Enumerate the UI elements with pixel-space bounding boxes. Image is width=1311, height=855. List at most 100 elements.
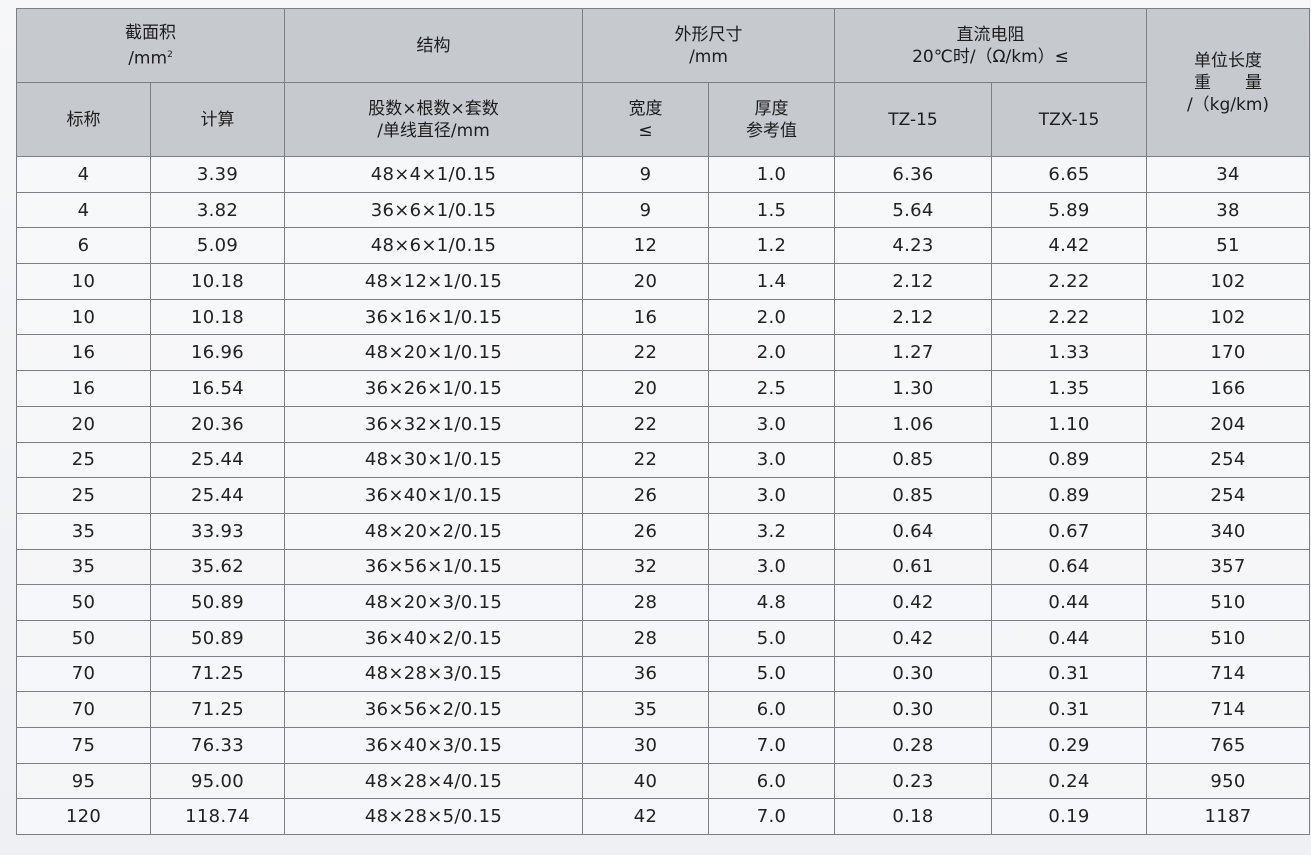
calculated-cell: 50.89: [150, 619, 285, 657]
weight-cell: 254: [1146, 441, 1311, 479]
weight-cell: 950: [1146, 762, 1311, 800]
table-row: 70 71.25 36×56×2/0.15 35 6.0 0.30 0.31 714: [16, 691, 1311, 728]
width-cell: 20: [582, 370, 709, 407]
tzx15-resistance-cell: 0.89: [990, 477, 1148, 514]
table-row: 120 118.74 48×28×5/0.15 42 7.0 0.18 0.19 1187: [16, 798, 1311, 836]
tzx15-resistance-cell: 5.89: [990, 191, 1148, 229]
table-row: 75 76.33 36×40×3/0.15 30 7.0 0.28 0.29 765: [16, 727, 1311, 764]
tzx15-resistance-cell: 4.42: [990, 227, 1148, 265]
thickness-cell: 2.0: [708, 334, 835, 372]
weight-cell: 714: [1146, 691, 1311, 728]
tz15-resistance-cell: 0.64: [834, 512, 992, 550]
tz15-resistance-cell: 0.18: [834, 798, 992, 836]
header-dc-resistance: 直流电阻 20℃时/（Ω/km）≤: [833, 8, 1148, 83]
width-cell: 26: [582, 477, 709, 514]
table-row: 10 10.18 36×16×1/0.15 16 2.0 2.12 2.22 102: [16, 298, 1311, 336]
calculated-cell: 35.62: [150, 548, 285, 586]
weight-cell: 1187: [1146, 798, 1311, 836]
tzx15-resistance-cell: 2.22: [990, 263, 1148, 300]
tz15-resistance-cell: 0.85: [834, 441, 992, 479]
nominal-cell: 50: [16, 619, 151, 657]
structure-cell: 48×20×1/0.15: [284, 334, 583, 372]
tz15-resistance-cell: 6.36: [834, 156, 992, 193]
header-structure-detail: 股数×根数×套数 /单线直径/mm: [284, 82, 583, 157]
nominal-cell: 4: [16, 156, 151, 193]
width-cell: 30: [582, 727, 709, 764]
thickness-cell: 5.0: [708, 619, 835, 657]
structure-cell: 48×4×1/0.15: [284, 156, 583, 193]
calculated-cell: 71.25: [150, 691, 285, 728]
thickness-cell: 2.5: [708, 370, 835, 407]
unit-weight-line2: 重 量: [1194, 72, 1263, 93]
tz15-resistance-cell: 1.30: [834, 370, 992, 407]
dc-resistance-condition: 20℃时/（Ω/km）≤: [912, 46, 1069, 67]
calculated-cell: 71.25: [150, 655, 285, 693]
tz15-resistance-cell: 1.27: [834, 334, 992, 372]
structure-cell: 48×28×3/0.15: [284, 655, 583, 693]
tzx15-resistance-cell: 0.19: [990, 798, 1148, 836]
weight-cell: 102: [1146, 298, 1311, 336]
calculated-cell: 33.93: [150, 512, 285, 550]
structure-detail-line1: 股数×根数×套数: [368, 98, 499, 119]
structure-label: 结构: [416, 35, 451, 56]
width-cell: 9: [582, 156, 709, 193]
width-cell: 22: [582, 441, 709, 479]
width-cell: 22: [582, 405, 709, 443]
structure-cell: 36×16×1/0.15: [284, 298, 583, 336]
header-structure: 结构: [284, 8, 583, 83]
thickness-cell: 4.8: [708, 584, 835, 621]
structure-cell: 36×56×2/0.15: [284, 691, 583, 728]
calculated-cell: 3.82: [150, 191, 285, 229]
weight-cell: 254: [1146, 477, 1311, 514]
structure-cell: 36×40×2/0.15: [284, 619, 583, 657]
calculated-cell: 10.18: [150, 298, 285, 336]
table-row: 10 10.18 48×12×1/0.15 20 1.4 2.12 2.22 102: [16, 263, 1311, 300]
structure-cell: 36×40×3/0.15: [284, 727, 583, 764]
weight-cell: 340: [1146, 512, 1311, 550]
thickness-cell: 6.0: [708, 762, 835, 800]
header-tzx15: TZX-15: [990, 82, 1148, 157]
tz15-resistance-cell: 0.61: [834, 548, 992, 586]
tz15-resistance-cell: 0.28: [834, 727, 992, 764]
calculated-cell: 3.39: [150, 156, 285, 193]
width-cell: 32: [582, 548, 709, 586]
structure-detail-line2: /单线直径/mm: [377, 120, 490, 141]
header-nominal: 标称: [16, 82, 151, 157]
tz15-resistance-cell: 0.30: [834, 655, 992, 693]
cross-section-area-unit: /mm: [128, 48, 168, 69]
width-cell: 28: [582, 619, 709, 657]
header-cross-section-area: 截面积 /mm2: [16, 8, 285, 83]
nominal-cell: 25: [16, 441, 151, 479]
dc-resistance-label: 直流电阻: [956, 24, 1025, 45]
weight-cell: 204: [1146, 405, 1311, 443]
table-row: 25 25.44 48×30×1/0.15 22 3.0 0.85 0.89 254: [16, 441, 1311, 479]
width-cell: 12: [582, 227, 709, 265]
tzx15-resistance-cell: 0.44: [990, 584, 1148, 621]
tzx15-label: TZX-15: [1038, 109, 1100, 130]
calculated-label: 计算: [200, 109, 235, 130]
weight-cell: 170: [1146, 334, 1311, 372]
nominal-cell: 16: [16, 334, 151, 372]
width-cell: 42: [582, 798, 709, 836]
nominal-cell: 10: [16, 263, 151, 300]
structure-cell: 48×20×3/0.15: [284, 584, 583, 621]
width-cell: 36: [582, 655, 709, 693]
calculated-cell: 16.54: [150, 370, 285, 407]
weight-cell: 765: [1146, 727, 1311, 764]
nominal-cell: 75: [16, 727, 151, 764]
tzx15-resistance-cell: 1.33: [990, 334, 1148, 372]
thickness-cell: 3.0: [708, 548, 835, 586]
weight-cell: 38: [1146, 191, 1311, 229]
width-le-symbol: ≤: [638, 120, 653, 141]
structure-cell: 36×6×1/0.15: [284, 191, 583, 229]
cross-section-area-label: 截面积: [125, 22, 176, 43]
thickness-cell: 7.0: [708, 727, 835, 764]
weight-cell: 34: [1146, 156, 1311, 193]
thickness-cell: 5.0: [708, 655, 835, 693]
table-row: 4 3.82 36×6×1/0.15 9 1.5 5.64 5.89 38: [16, 191, 1311, 229]
calculated-cell: 25.44: [150, 477, 285, 514]
width-cell: 35: [582, 691, 709, 728]
structure-cell: 36×40×1/0.15: [284, 477, 583, 514]
width-cell: 40: [582, 762, 709, 800]
nominal-cell: 16: [16, 370, 151, 407]
